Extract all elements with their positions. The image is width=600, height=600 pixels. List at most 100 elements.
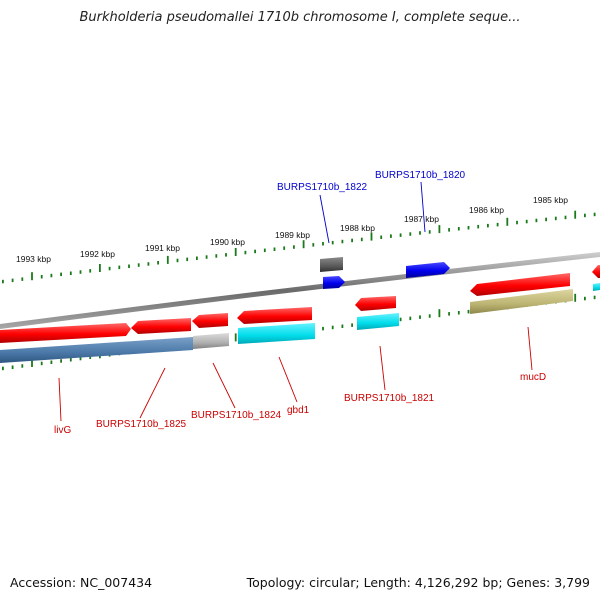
minor-tick	[176, 258, 179, 263]
major-tick	[574, 293, 577, 302]
gene-livG[interactable]	[0, 323, 131, 343]
reverse-strand-genes[interactable]	[323, 262, 450, 289]
major-tick	[370, 232, 373, 241]
gene-gbd1[interactable]	[237, 307, 312, 324]
minor-tick	[186, 257, 189, 262]
minor-tick	[322, 326, 324, 331]
minor-tick	[477, 224, 480, 229]
minor-tick	[244, 250, 247, 255]
minor-tick	[428, 230, 431, 234]
page-title: Burkholderia pseudomallei 1710b chromoso…	[79, 10, 521, 25]
minor-tick	[293, 245, 295, 249]
minor-tick	[448, 228, 450, 232]
feature-gray[interactable]	[193, 333, 229, 349]
chromosome-backbone	[0, 252, 600, 329]
scale-label: 1991 kbp	[145, 243, 180, 253]
feature-cyan-1821[interactable]	[357, 313, 399, 330]
major-tick	[302, 240, 305, 249]
minor-tick	[89, 269, 92, 273]
minor-tick	[554, 216, 557, 221]
gene-BURPS1710b_1820[interactable]	[406, 262, 450, 278]
major-tick	[234, 333, 237, 342]
gene-label[interactable]: gbd1	[287, 405, 310, 416]
minor-tick	[40, 275, 43, 279]
upper-tick-ruler	[2, 210, 596, 284]
scale-label: 1985 kbp	[533, 195, 568, 205]
callout-line	[379, 345, 386, 391]
minor-tick	[312, 243, 315, 247]
minor-tick	[496, 222, 499, 227]
callout-line	[58, 377, 62, 422]
feature-edge-cyan[interactable]	[593, 283, 600, 291]
gene-edge-right[interactable]	[592, 265, 600, 278]
minor-tick	[60, 272, 62, 277]
minor-tick	[419, 315, 421, 319]
minor-tick	[79, 270, 82, 274]
callout-line	[212, 362, 236, 409]
minor-tick	[283, 246, 286, 250]
major-tick	[506, 217, 509, 226]
minor-tick	[487, 223, 489, 228]
minor-tick	[390, 234, 392, 238]
minor-tick	[225, 253, 227, 257]
minor-tick	[60, 359, 62, 363]
minor-tick	[331, 240, 334, 245]
gene-BURPS1710b_1821[interactable]	[355, 296, 396, 311]
feature-cyan-gbd1[interactable]	[238, 323, 315, 344]
gene-label[interactable]: BURPS1710b_1824	[191, 410, 282, 421]
minor-tick	[457, 227, 460, 231]
gene-label[interactable]: mucD	[520, 372, 546, 383]
minor-tick	[341, 324, 344, 328]
gene-BURPS1710b_1824[interactable]	[192, 313, 228, 328]
gene-label[interactable]: BURPS1710b_1820	[375, 170, 466, 181]
feature-steelblue[interactable]	[0, 337, 193, 363]
callout-line	[139, 367, 166, 419]
gene-mucD[interactable]	[470, 273, 570, 296]
major-tick	[438, 225, 441, 234]
gene-label[interactable]: BURPS1710b_1822	[277, 182, 368, 193]
gene-BURPS1710b_1825[interactable]	[131, 318, 191, 334]
minor-tick	[205, 255, 208, 259]
minor-tick	[584, 296, 586, 301]
minor-tick	[457, 311, 460, 315]
gene-label[interactable]: BURPS1710b_1821	[344, 393, 435, 404]
scale-label: 1988 kbp	[340, 223, 375, 233]
minor-tick	[128, 264, 130, 268]
major-tick	[99, 264, 101, 272]
minor-tick	[79, 356, 82, 361]
feature-khaki-mucD[interactable]	[470, 289, 573, 314]
gene-label[interactable]: livG	[54, 425, 71, 436]
gene-product-features[interactable]	[0, 257, 600, 363]
minor-tick	[254, 249, 256, 254]
minor-tick	[273, 247, 276, 251]
major-tick	[31, 359, 33, 367]
scale-label: 1987 kbp	[404, 214, 439, 224]
minor-tick	[360, 237, 363, 242]
minor-tick	[399, 317, 402, 322]
major-tick	[234, 248, 237, 256]
minor-tick	[351, 323, 353, 327]
minor-tick	[428, 314, 431, 318]
callout-line	[527, 326, 533, 371]
genome-summary-text: Topology: circular; Length: 4,126,292 bp…	[246, 575, 590, 590]
callout-lines	[58, 181, 533, 422]
minor-tick	[380, 235, 383, 239]
scale-label: 1986 kbp	[469, 205, 504, 215]
forward-strand-genes[interactable]	[0, 265, 600, 343]
minor-tick	[69, 358, 72, 362]
minor-tick	[11, 365, 14, 369]
gene-label[interactable]: BURPS1710b_1825	[96, 419, 187, 430]
minor-tick	[196, 256, 198, 260]
feature-dark[interactable]	[320, 257, 343, 272]
minor-tick	[564, 215, 567, 220]
minor-tick	[147, 262, 150, 266]
minor-tick	[448, 312, 450, 316]
gene-BURPS1710b_1822[interactable]	[323, 276, 345, 289]
minor-tick	[108, 266, 111, 271]
minor-tick	[2, 279, 4, 284]
minor-tick	[409, 232, 412, 236]
callout-line	[420, 181, 426, 233]
minor-tick	[593, 295, 596, 300]
major-tick	[574, 210, 577, 219]
